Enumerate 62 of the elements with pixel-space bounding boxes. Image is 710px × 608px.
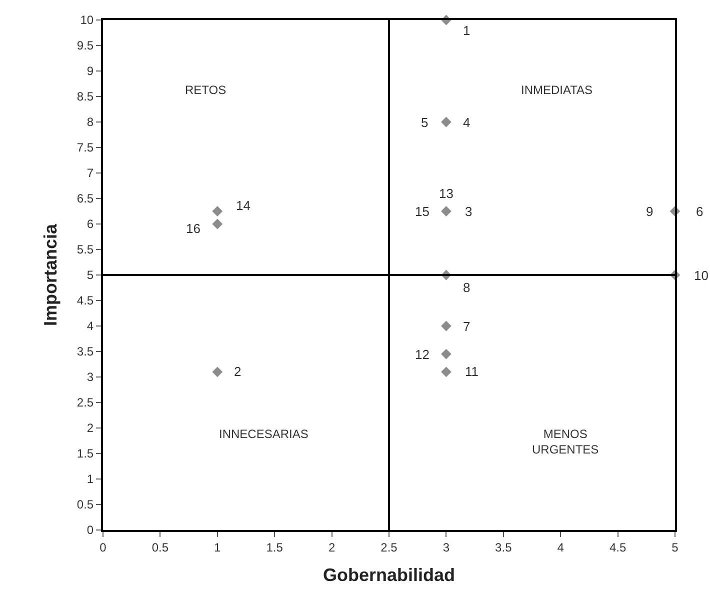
y-tick-label: 6.5: [76, 192, 94, 206]
x-tick-label: 3: [442, 540, 450, 554]
x-tick-label: 5: [672, 540, 679, 554]
y-tick-label: 8: [86, 115, 94, 130]
x-axis-title: Gobernabilidad: [322, 565, 456, 585]
y-tick-label: 3.5: [76, 344, 94, 359]
point: [441, 320, 452, 332]
annotation: 14: [236, 198, 250, 213]
point: [212, 366, 223, 378]
annotation: RETOS: [185, 83, 226, 97]
y-tick-label: 7: [86, 166, 94, 180]
y-tick-label: 9: [86, 64, 94, 78]
annotation: INNECESARIAS: [219, 427, 308, 441]
y-tick-label: 7.5: [76, 140, 94, 155]
y-tick-label: 2.5: [76, 396, 94, 410]
x-tick-label: 0.5: [152, 540, 169, 554]
x-tick-label: 0: [100, 540, 107, 554]
y-tick-label: 1.5: [76, 446, 94, 461]
point: [212, 218, 223, 230]
annotation: 4: [463, 115, 470, 130]
annotation: MENOS URGENTES: [532, 427, 599, 457]
x-tick-label: 4.5: [609, 540, 626, 554]
annotation: 8: [463, 280, 470, 295]
x-tick-label: 4: [557, 540, 564, 554]
annotation: 15: [415, 204, 430, 219]
annotation: INMEDIATAS: [521, 83, 593, 97]
x-tick-label: 1: [214, 540, 222, 554]
y-tick-label: 1: [86, 472, 94, 486]
annotation: 10: [694, 268, 708, 283]
point: [212, 206, 223, 216]
x-tick-label: 2: [328, 540, 336, 554]
annotation: 7: [463, 319, 470, 334]
x-tick-label: 2.5: [380, 540, 398, 554]
point: [441, 116, 452, 128]
point: [441, 348, 452, 360]
y-tick-label: 0.5: [76, 498, 94, 512]
y-tick-label: 5.5: [76, 242, 94, 257]
y-tick-label: 4: [86, 319, 94, 334]
y-tick-label: 5: [86, 268, 94, 282]
annotation: 9: [646, 204, 654, 219]
y-tick-label: 3: [86, 370, 94, 384]
x-tick-label: 1.5: [266, 540, 284, 554]
y-tick-label: 8.5: [76, 90, 94, 104]
point: [441, 206, 452, 216]
annotation: 5: [421, 115, 428, 130]
y-tick-label: 4.5: [76, 294, 94, 308]
x-tick-label: 3.5: [495, 540, 512, 554]
y-tick-label: 0: [86, 523, 94, 538]
annotation: 3: [465, 204, 472, 219]
annotation: 6: [696, 204, 704, 219]
annotation: 2: [234, 364, 242, 379]
annotation: 11: [465, 364, 478, 379]
annotation: 13: [439, 186, 454, 201]
point: [441, 366, 452, 378]
y-tick-label: 10: [80, 13, 94, 28]
y-tick-label: 6: [86, 217, 94, 232]
y-tick-label: 9.5: [76, 38, 94, 53]
annotation: 1: [463, 23, 470, 38]
annotation: 12: [415, 347, 430, 362]
y-tick-label: 2: [86, 421, 94, 436]
annotation: 16: [186, 221, 200, 236]
y-axis-title: Importancia: [40, 223, 61, 326]
